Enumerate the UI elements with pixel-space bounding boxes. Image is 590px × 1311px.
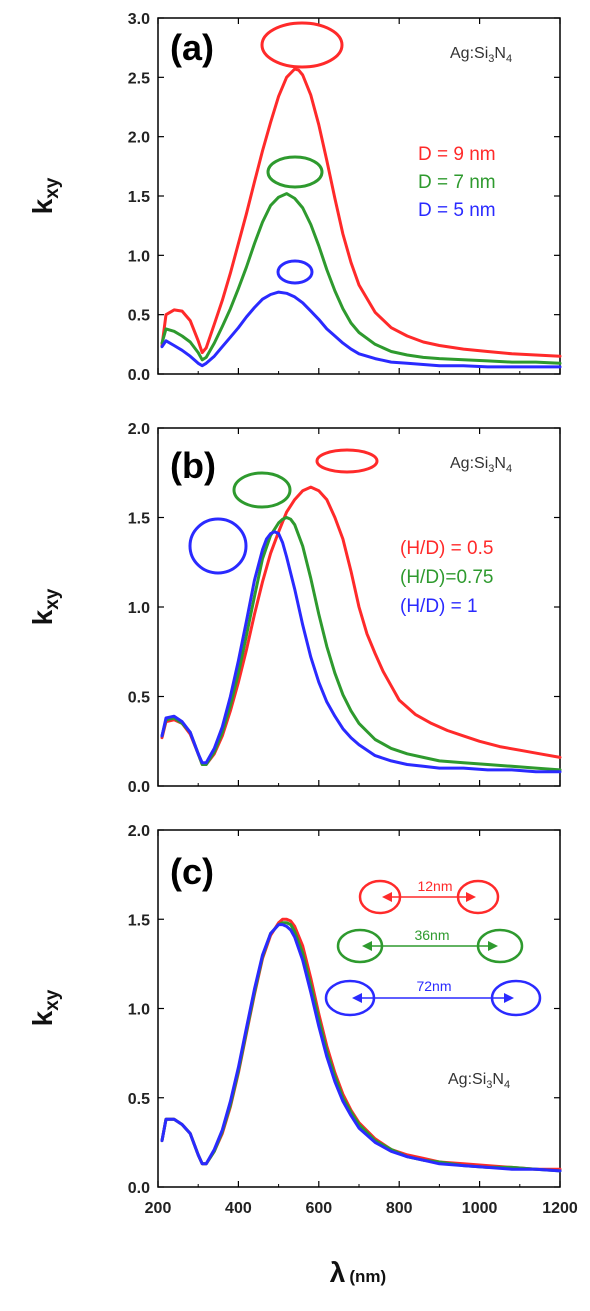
panel-label-a: (a) [170, 27, 214, 68]
material-label-a: Ag:Si3N4 [450, 45, 512, 65]
x-tick-label: 600 [305, 1200, 332, 1217]
x-ticks-a [157, 18, 561, 374]
legend-dimer-72nm: 72nm [324, 978, 542, 1017]
legend-entry-hd05: (H/D) = 0.5 [400, 538, 493, 559]
y-tick-label: 2.5 [128, 70, 150, 87]
y-axis-label-b: kxy [27, 588, 63, 625]
x-tick-label: 400 [225, 1200, 252, 1217]
particle-shape-icon-d7 [266, 155, 324, 189]
x-ticks-c: 200 400 600 800 1000 1200 [145, 830, 578, 1217]
plot-frame-c [157, 829, 561, 1188]
y-tick-label: 1.5 [128, 189, 150, 206]
y-tick-label: 2.0 [128, 130, 150, 147]
x-tick-label: 1000 [462, 1200, 498, 1217]
material-label-c: Ag:Si3N4 [448, 1071, 510, 1091]
material-label-b: Ag:Si3N4 [450, 455, 512, 475]
plot-frame-a [157, 17, 561, 375]
panel-a: 0.0 0.5 1.0 1.5 2.0 2.5 3.0 (a) Ag:Si3N4 kxy D… [27, 11, 562, 384]
particle-shape-icon-hd05 [315, 448, 379, 474]
y-tick-label: 2.0 [128, 421, 150, 438]
panel-b: 0.0 0.5 1.0 1.5 2.0 (b) Ag:Si3N4 kxy (H/D) =… [27, 421, 562, 796]
legend-entry-hd075: (H/D)=0.75 [400, 567, 493, 588]
panel-c: 0.0 0.5 1.0 1.5 2.0 200 400 600 800 1000 1200 (c)… [27, 823, 578, 1217]
series-group-a [160, 67, 562, 369]
y-axis-label-c: kxy [27, 989, 63, 1026]
y-tick-label: 0.0 [128, 367, 150, 384]
series-line-a-1 [160, 192, 562, 365]
arrow-head-right-icon-36nm [488, 941, 498, 951]
y-tick-label: 1.0 [128, 248, 150, 265]
x-ticks-b [157, 428, 561, 786]
gap-label-72nm: 72nm [416, 978, 451, 994]
legend-entry-hd1: (H/D) = 1 [400, 596, 478, 617]
series-group-c [160, 917, 562, 1173]
y-tick-label: 1.5 [128, 912, 150, 929]
series-line-b-0 [160, 485, 562, 766]
y-ticks-b: 0.0 0.5 1.0 1.5 2.0 [128, 421, 560, 796]
legend-entry-d5: D = 5 nm [418, 200, 496, 221]
particle-shape-icon-d9 [260, 21, 344, 69]
arrow-head-left-icon-72nm [352, 993, 362, 1003]
particle-shape-icon-hd075 [232, 471, 292, 509]
x-axis-label: λ (nm) [330, 1257, 386, 1288]
arrow-head-right-icon-12nm [466, 892, 476, 902]
y-tick-label: 1.0 [128, 600, 150, 617]
legend-dimer-36nm: 36nm [336, 927, 524, 964]
y-ticks-a: 0.0 0.5 1.0 1.5 2.0 2.5 3.0 [128, 11, 560, 384]
y-tick-label: 0.0 [128, 779, 150, 796]
gap-label-36nm: 36nm [414, 927, 449, 943]
series-line-c-2 [160, 923, 562, 1173]
panel-label-b: (b) [170, 445, 216, 486]
panel-label-c: (c) [170, 851, 214, 892]
gap-label-12nm: 12nm [417, 878, 452, 894]
series-line-a-2 [160, 290, 562, 369]
y-tick-label: 0.0 [128, 1180, 150, 1197]
arrow-head-left-icon-36nm [362, 941, 372, 951]
series-group-b [160, 485, 562, 774]
x-tick-label: 200 [145, 1200, 172, 1217]
series-line-b-1 [160, 516, 562, 772]
legend-entry-d7: D = 7 nm [418, 172, 496, 193]
y-tick-label: 0.5 [128, 1091, 150, 1108]
legend-dimer-12nm: 12nm [358, 878, 500, 915]
arrow-head-left-icon-12nm [382, 892, 392, 902]
y-tick-label: 1.0 [128, 1002, 150, 1019]
y-tick-label: 3.0 [128, 11, 150, 28]
series-line-a-0 [160, 67, 562, 358]
y-tick-label: 0.5 [128, 690, 150, 707]
legend-entry-d9: D = 9 nm [418, 144, 496, 165]
x-tick-label: 1200 [542, 1200, 578, 1217]
arrow-head-right-icon-72nm [504, 993, 514, 1003]
particle-shape-icon-d5 [276, 259, 314, 285]
y-axis-label-a: kxy [27, 177, 63, 214]
x-tick-label: 800 [386, 1200, 413, 1217]
y-ticks-c: 0.0 0.5 1.0 1.5 2.0 [128, 823, 560, 1197]
particle-shape-icon-hd1 [188, 517, 248, 575]
series-line-b-2 [160, 530, 562, 774]
y-tick-label: 1.5 [128, 511, 150, 528]
y-tick-label: 0.5 [128, 308, 150, 325]
y-tick-label: 2.0 [128, 823, 150, 840]
